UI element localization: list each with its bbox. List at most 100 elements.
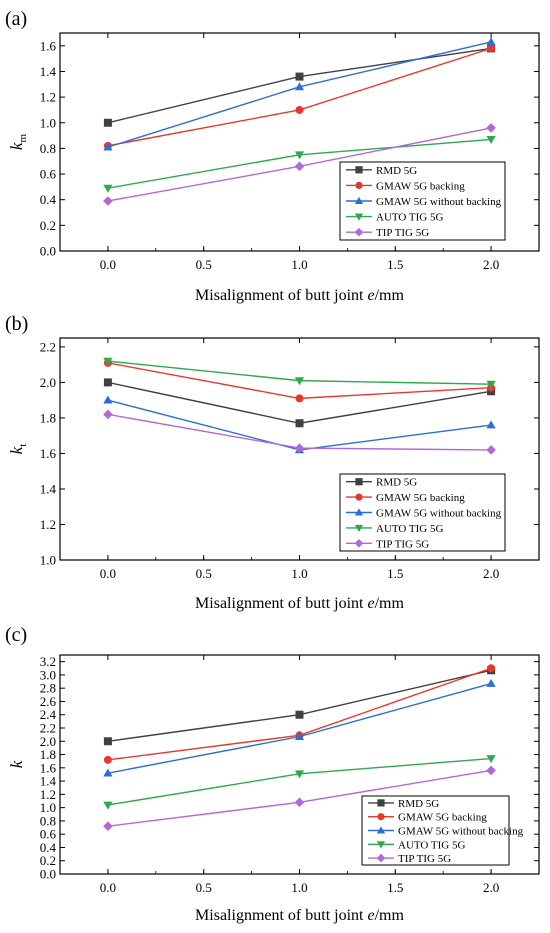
data-point — [103, 821, 113, 832]
y-tick-label: 2.2 — [40, 721, 56, 736]
chart-panel-2: (b) 0.0 0.5 1.0 1.5 2.0 1.0 1.2 1.4 1.6 1.8 2.0 2.2 M… — [5, 313, 540, 612]
y-tick-label: 1.2 — [40, 517, 56, 532]
legend-label: GMAW 5G without backing — [398, 826, 524, 838]
data-point — [103, 184, 113, 193]
y-tick-label: 1.8 — [40, 410, 56, 425]
data-point — [294, 443, 305, 453]
legend-marker — [354, 524, 364, 533]
legend: RMD 5G GMAW 5G backing GMAW 5G without bac… — [339, 473, 506, 552]
legend-label: TIP TIG 5G — [376, 227, 429, 239]
y-tick-label: 1.4 — [40, 64, 57, 79]
x-tick-label: 2.0 — [483, 257, 499, 272]
chart-panel-1: (a) 0.0 0.5 1.0 1.5 2.0 0.0 0.2 0.4 0.6 0.8 1.0 1.2 1… — [5, 8, 540, 304]
legend-marker — [376, 841, 386, 849]
data-point — [486, 380, 496, 389]
data-point — [295, 72, 304, 81]
y-tick-label: 1.2 — [40, 787, 56, 802]
legend-marker — [377, 799, 385, 807]
x-tick-label: 1.5 — [387, 880, 403, 895]
x-tick-label: 0.0 — [100, 566, 116, 581]
y-tick-label: 2.0 — [40, 375, 56, 390]
legend-label: GMAW 5G without backing — [376, 196, 502, 208]
data-point — [103, 801, 113, 810]
x-tick-label: 1.5 — [387, 257, 403, 272]
panel-label: (a) — [5, 8, 27, 30]
series-line — [107, 682, 492, 774]
y-tick-label: 2.6 — [40, 694, 57, 709]
series-line — [107, 669, 492, 742]
x-axis-label: Misalignment of butt joint e/mm — [195, 287, 404, 304]
data-point — [295, 105, 304, 114]
data-point — [487, 664, 496, 673]
series-4 — [103, 357, 496, 389]
legend-marker — [376, 853, 386, 863]
panel-label: (c) — [5, 624, 27, 646]
data-point — [103, 118, 112, 127]
data-point — [295, 710, 304, 719]
y-tick-label: 0.0 — [40, 244, 56, 259]
x-tick-label: 1.5 — [387, 566, 403, 581]
legend-label: AUTO TIG 5G — [376, 523, 443, 535]
x-tick-label: 1.0 — [291, 257, 307, 272]
y-tick-label: 2.4 — [40, 707, 57, 722]
y-tick-label: 0.0 — [40, 867, 56, 882]
y-tick-label: 0.6 — [40, 167, 57, 182]
y-tick-label: 0.2 — [40, 853, 56, 868]
series-line — [107, 381, 492, 424]
legend-marker — [355, 478, 363, 486]
series-5 — [103, 765, 496, 832]
series-line — [107, 41, 492, 148]
data-point — [103, 409, 113, 420]
legend: RMD 5G GMAW 5G backing GMAW 5G without bac… — [339, 161, 506, 241]
y-tick-label: 0.8 — [40, 813, 56, 828]
x-tick-label: 1.0 — [291, 566, 307, 581]
series-line — [107, 47, 492, 147]
legend-label: AUTO TIG 5G — [398, 839, 465, 851]
legend-label: GMAW 5G backing — [376, 492, 465, 504]
data-point — [294, 770, 305, 779]
legend-marker — [354, 538, 364, 548]
series-3 — [103, 37, 496, 151]
data-point — [294, 732, 305, 741]
legend-marker — [354, 196, 364, 205]
legend-marker — [376, 826, 386, 834]
data-point — [487, 44, 496, 53]
legend-label: TIP TIG 5G — [398, 853, 451, 865]
y-tick-label: 1.2 — [40, 90, 56, 105]
data-point — [295, 394, 304, 403]
series-3 — [103, 678, 496, 777]
y-tick-label: 3.0 — [40, 667, 56, 682]
y-tick-label: 0.4 — [40, 192, 57, 207]
data-point — [486, 123, 496, 133]
y-tick-label: 1.6 — [40, 38, 57, 53]
data-point — [103, 142, 113, 151]
y-tick-label: 0.6 — [40, 827, 57, 842]
x-tick-label: 0.5 — [196, 566, 212, 581]
y-tick-label: 1.0 — [40, 115, 56, 130]
x-tick-label: 0.0 — [100, 257, 116, 272]
legend-label: RMD 5G — [376, 165, 417, 177]
y-tick-label: 1.6 — [40, 760, 57, 775]
legend-label: GMAW 5G backing — [398, 812, 487, 824]
y-axis-label: kt — [7, 444, 29, 455]
y-axis-label: km — [7, 134, 29, 151]
y-tick-label: 2.2 — [40, 339, 56, 354]
series-4 — [103, 136, 496, 193]
y-tick-label: 3.2 — [40, 654, 56, 669]
data-point — [103, 196, 113, 206]
legend-marker — [355, 166, 363, 174]
y-tick-label: 1.4 — [40, 774, 57, 789]
legend-marker — [354, 213, 364, 221]
legend-label: RMD 5G — [376, 477, 417, 489]
legend-label: GMAW 5G backing — [376, 180, 465, 192]
x-axis-label: Misalignment of butt joint e/mm — [195, 907, 404, 924]
x-tick-label: 2.0 — [483, 880, 499, 895]
legend-marker — [355, 181, 363, 189]
data-point — [294, 161, 305, 172]
data-point — [295, 419, 304, 428]
legend-label: TIP TIG 5G — [376, 538, 429, 550]
data-point — [486, 755, 496, 764]
series-1 — [103, 378, 496, 428]
data-point — [486, 445, 496, 455]
data-point — [294, 82, 305, 91]
